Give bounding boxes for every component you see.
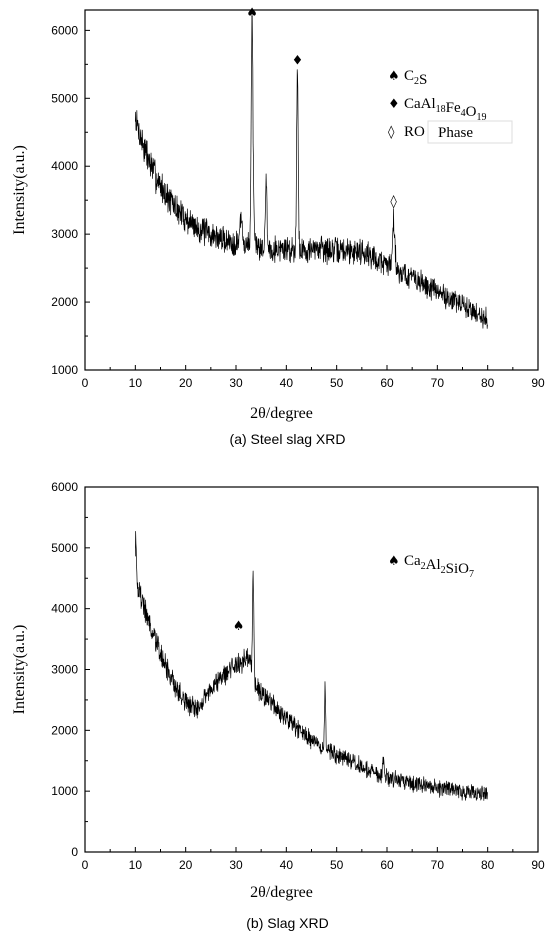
x-tick-label: 10 [129, 858, 143, 872]
y-axis-title: Intensity(a.u.) [11, 625, 28, 715]
x-tick-label: 50 [330, 376, 344, 390]
peak-marker: ◊ [390, 195, 397, 210]
x-tick-label: 90 [531, 376, 545, 390]
legend-symbol: ♠ [388, 69, 400, 84]
peak-marker: ♠ [233, 619, 245, 634]
x-tick-label: 10 [129, 376, 143, 390]
y-tick-label: 1000 [51, 363, 78, 377]
x-tick-label: 60 [380, 858, 394, 872]
legend-label: C2S [404, 68, 427, 88]
y-tick-label: 4000 [51, 602, 78, 616]
xrd-pattern-line [134, 15, 488, 329]
peak-marker: ♠ [246, 6, 258, 21]
x-tick-label: 40 [280, 858, 294, 872]
x-tick-label: 0 [82, 858, 89, 872]
legend-label: RO [404, 124, 425, 140]
figure-caption: (b) Slag XRD [246, 915, 328, 931]
x-tick-label: 20 [179, 376, 193, 390]
x-tick-label: 70 [431, 858, 445, 872]
x-tick-label: 20 [179, 858, 193, 872]
plot-frame [84, 9, 539, 371]
chart-b: 0 10 20 30 40 50 60 70 80 90 0 1000 2000 3000 4000 5000… [11, 480, 545, 931]
y-axis-title: Intensity(a.u.) [11, 145, 28, 235]
legend-label: CaAl18Fe4O19 [404, 96, 487, 123]
y-tick-label: 5000 [51, 91, 78, 105]
x-axis-title: 2θ/degree [250, 884, 313, 901]
peak-marker: ♦ [292, 53, 304, 68]
xrd-pattern-line [134, 531, 488, 801]
x-tick-label: 70 [431, 376, 445, 390]
y-tick-label: 2000 [51, 295, 78, 309]
x-tick-label: 60 [380, 376, 394, 390]
chart-a: 0 10 20 30 40 50 60 70 80 90 1000 2000 3000 4000 5000 6… [11, 6, 545, 447]
y-tick-label: 5000 [51, 541, 78, 555]
x-tick-label: 40 [280, 376, 294, 390]
y-tick-label: 1000 [51, 784, 78, 798]
x-tick-label: 30 [229, 376, 243, 390]
legend-phase-box [427, 120, 513, 144]
x-tick-label: 30 [229, 858, 243, 872]
figure-caption: (a) Steel slag XRD [230, 431, 346, 447]
y-tick-label: 3000 [51, 227, 78, 241]
x-axis-title: 2θ/degree [250, 405, 313, 422]
x-tick-label: 90 [531, 858, 545, 872]
legend-symbol: ◊ [388, 125, 395, 140]
x-tick-label: 0 [82, 376, 89, 390]
y-tick-label: 6000 [51, 480, 78, 494]
legend-label: Ca2Al2SiO7 [404, 553, 474, 580]
y-tick-label: 2000 [51, 723, 78, 737]
legend-symbol: ♦ [388, 97, 400, 112]
legend-symbol: ♠ [388, 554, 400, 569]
legend-phase-label: Phase [438, 125, 473, 141]
y-tick-label: 4000 [51, 159, 78, 173]
y-tick-label: 6000 [51, 23, 78, 37]
x-tick-label: 80 [481, 376, 495, 390]
x-tick-label: 80 [481, 858, 495, 872]
y-tick-label: 3000 [51, 663, 78, 677]
y-tick-label: 0 [71, 845, 78, 859]
x-tick-label: 50 [330, 858, 344, 872]
